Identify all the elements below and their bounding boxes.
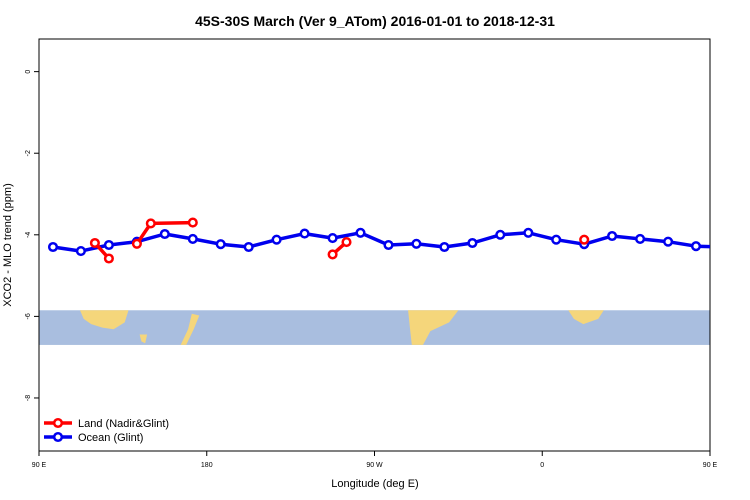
- series-line: [52, 231, 710, 253]
- y-tick-label: -4: [25, 232, 32, 238]
- data-point: [690, 241, 702, 252]
- y-axis-label: XCO2 - MLO trend (ppm): [2, 183, 14, 306]
- data-point: [103, 253, 114, 264]
- data-point: [411, 238, 422, 249]
- data-point: [383, 239, 394, 251]
- land-new-zealand: [180, 313, 200, 345]
- data-point: [720, 243, 728, 251]
- y-axis: 0 -2 -4 -6 -8: [25, 70, 39, 401]
- legend: Land (Nadir&Glint) Ocean (Glint): [44, 417, 169, 444]
- map-land: [80, 310, 604, 345]
- x-tick-label: 0: [540, 462, 544, 469]
- data-point: [271, 234, 282, 245]
- data-point: [187, 233, 198, 244]
- map-band: [39, 310, 710, 345]
- x-axis: 90 E 180 90 W 0 90 E: [32, 451, 718, 469]
- land-australia: [80, 310, 129, 330]
- data-point: [47, 241, 59, 253]
- land-south-africa: [568, 310, 604, 325]
- series-ocean: [47, 227, 728, 257]
- data-point: [215, 239, 226, 250]
- data-point: [467, 237, 478, 249]
- x-axis-label: Longitude (deg E): [331, 478, 418, 490]
- y-tick-label: -6: [25, 313, 32, 319]
- x-tick-label: 90 E: [703, 462, 718, 469]
- data-point: [579, 234, 590, 245]
- data-point: [159, 228, 170, 240]
- data-point: [551, 234, 562, 245]
- data-point: [341, 237, 352, 248]
- y-tick-label: 0: [25, 70, 32, 74]
- data-point: [299, 228, 310, 239]
- legend-marker: [52, 417, 64, 429]
- legend-marker: [52, 431, 64, 443]
- data-point: [243, 241, 254, 253]
- x-tick-label: 90 E: [32, 462, 47, 469]
- data-point: [131, 238, 142, 249]
- data-point: [327, 249, 338, 260]
- data-point: [439, 241, 450, 253]
- x-tick-label: 180: [201, 462, 213, 469]
- land-tasmania: [139, 334, 148, 344]
- series-layer: [47, 217, 728, 264]
- data-point: [75, 246, 86, 257]
- y-tick-label: -2: [25, 150, 32, 156]
- data-point: [607, 230, 618, 242]
- data-point: [523, 227, 534, 238]
- data-point: [663, 236, 674, 247]
- legend-label: Ocean (Glint): [78, 432, 143, 444]
- data-point: [187, 217, 198, 228]
- y-tick-label: -8: [25, 395, 32, 401]
- chart-title: 45S-30S March (Ver 9_ATom) 2016-01-01 to…: [195, 13, 555, 29]
- x-tick-label: 90 W: [366, 462, 383, 469]
- map-ocean: [39, 310, 710, 345]
- data-point: [635, 233, 646, 244]
- data-point: [103, 239, 114, 251]
- data-point: [89, 237, 100, 249]
- series-land: [89, 217, 590, 264]
- data-point: [495, 229, 506, 240]
- legend-label: Land (Nadir&Glint): [78, 418, 169, 430]
- land-south-america: [408, 310, 459, 345]
- data-point: [145, 218, 156, 229]
- data-point: [327, 233, 338, 244]
- data-point: [355, 227, 366, 238]
